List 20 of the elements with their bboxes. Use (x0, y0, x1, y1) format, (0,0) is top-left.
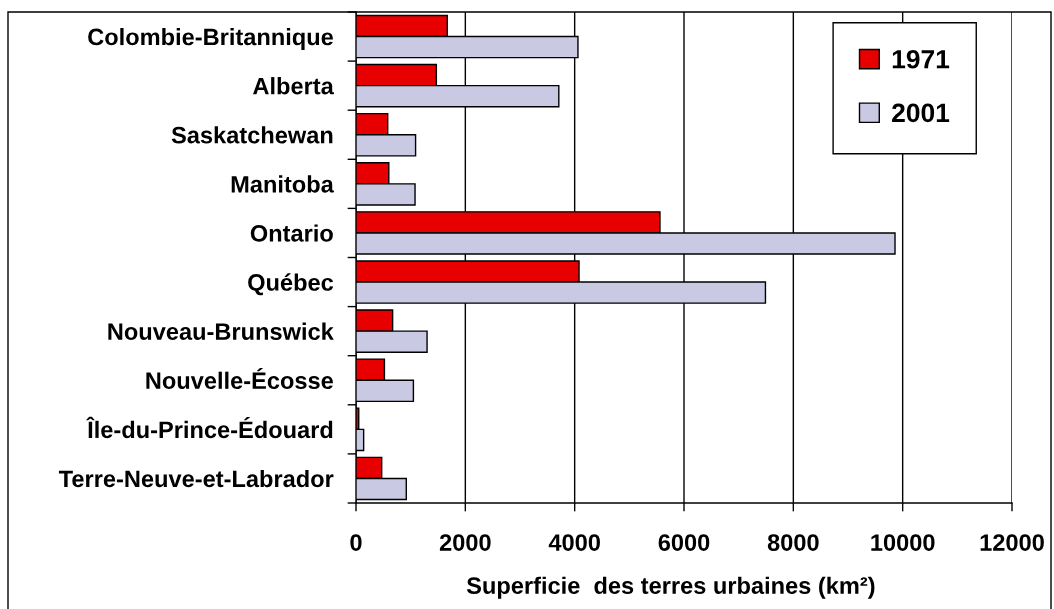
legend-label: 2001 (892, 103, 950, 123)
y-tick-label: Alberta (253, 77, 334, 95)
x-axis-title: Superficie des terres urbaines (km²) (466, 576, 875, 599)
x-tick-label: 4000 (548, 534, 600, 551)
x-tick-label: 10000 (871, 534, 935, 551)
y-tick-label: Ontario (250, 224, 333, 242)
y-tick-label: Terre-Neuve-et-Labrador (58, 469, 334, 488)
x-tick-label: 2000 (439, 534, 491, 551)
y-tick-label: Nouveau-Brunswick (108, 322, 334, 340)
legend-label: 1971 (892, 49, 950, 69)
y-tick-label: Québec (248, 273, 334, 296)
y-tick-label: Nouvelle-Écosse (146, 367, 333, 390)
y-tick-label: Colombie-Britannique (88, 27, 333, 50)
x-tick-label: 0 (350, 534, 362, 551)
x-tick-label: 8000 (767, 534, 819, 551)
y-tick-label: Île-du-Prince-Édouard (86, 416, 333, 439)
x-tick-label: 6000 (658, 534, 710, 551)
y-tick-label: Manitoba (231, 175, 334, 193)
y-tick-label: Saskatchewan (171, 126, 333, 144)
x-tick-label: 12000 (980, 534, 1044, 551)
